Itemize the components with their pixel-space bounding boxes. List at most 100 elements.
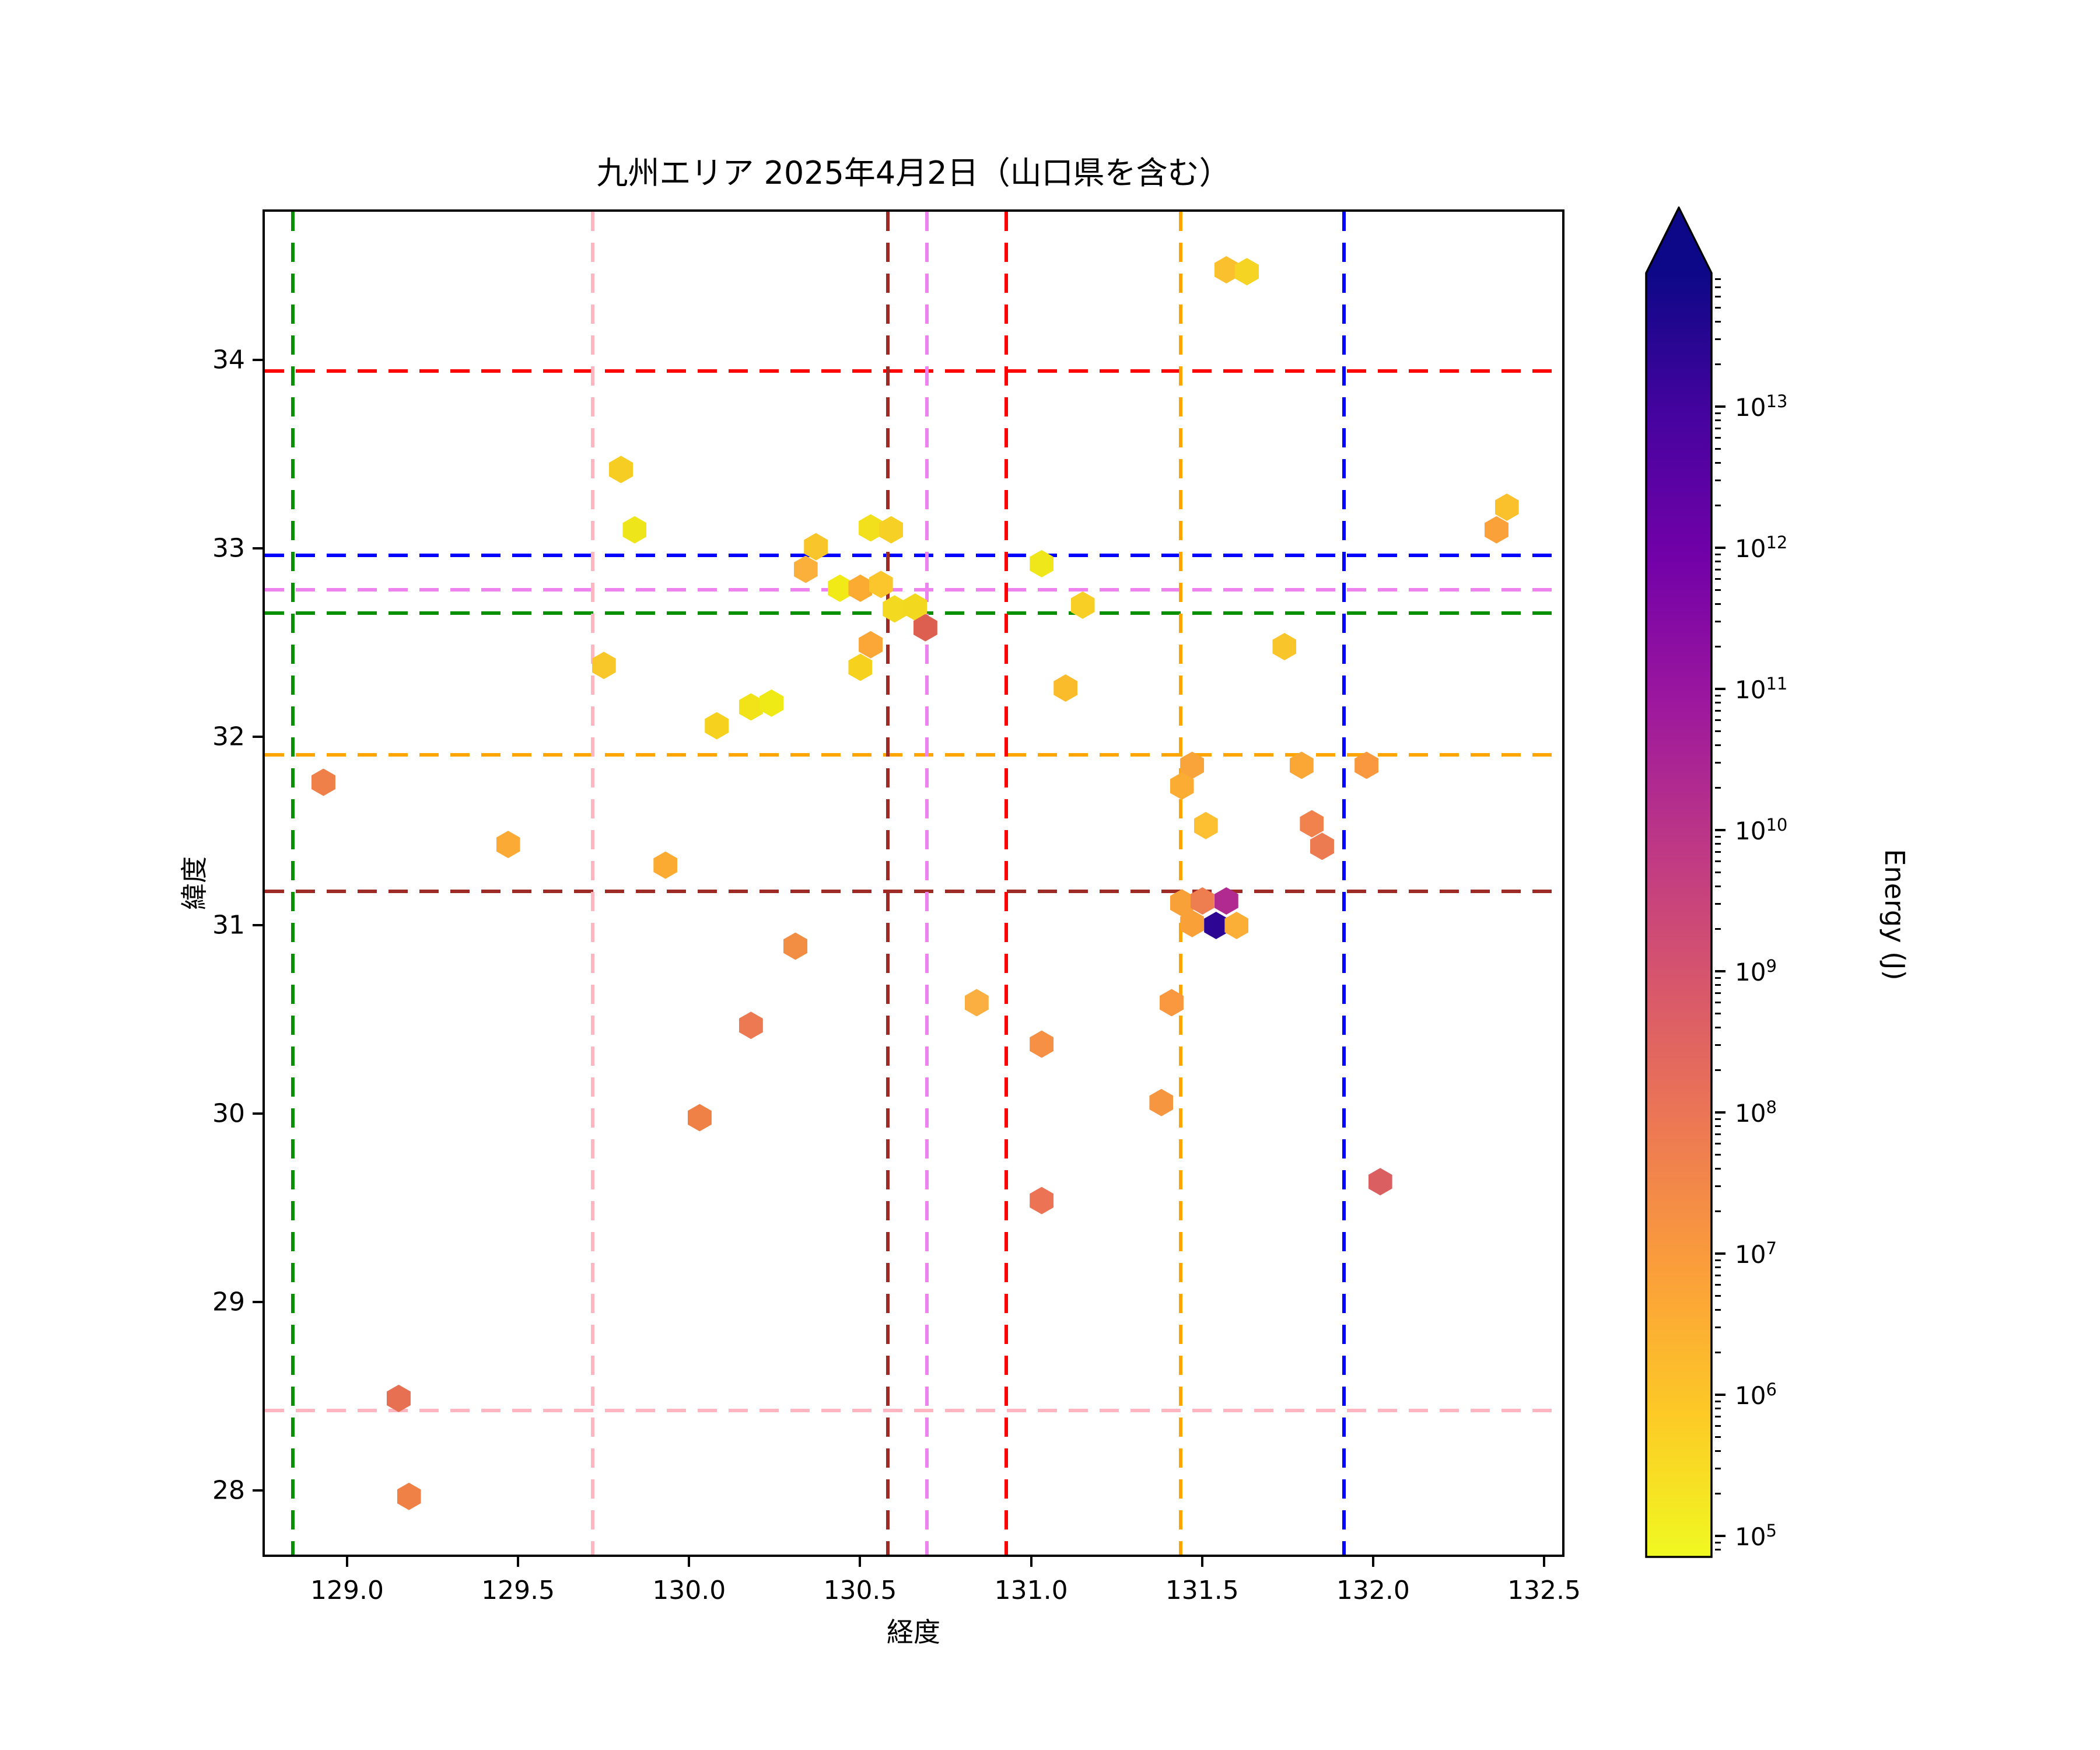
- colorbar-minor-tick: [1715, 928, 1721, 930]
- data-point-hex: [1484, 516, 1508, 544]
- colorbar-minor-tick: [1715, 1154, 1721, 1156]
- x-tick: [1030, 1557, 1032, 1567]
- x-tick: [1200, 1557, 1203, 1567]
- y-tick: [253, 924, 262, 926]
- y-tick: [253, 1112, 262, 1115]
- colorbar-minor-tick: [1715, 709, 1721, 712]
- colorbar-minor-tick: [1715, 568, 1721, 570]
- data-point-hex: [1159, 989, 1184, 1017]
- reference-line-horizontal-blue: [265, 554, 1562, 558]
- x-tick: [688, 1557, 691, 1567]
- plot-area: [262, 209, 1564, 1557]
- data-point-hex: [828, 574, 852, 602]
- colorbar-minor-tick: [1715, 645, 1721, 648]
- colorbar-minor-tick: [1715, 1308, 1721, 1311]
- data-point-hex: [653, 851, 678, 879]
- data-point-hex: [859, 631, 883, 659]
- x-tick-label: 130.0: [652, 1576, 726, 1605]
- colorbar-minor-tick: [1715, 1492, 1721, 1494]
- colorbar-minor-tick: [1715, 419, 1721, 421]
- y-axis-label: 緯度: [178, 856, 210, 910]
- colorbar-major-tick: [1715, 405, 1726, 408]
- colorbar-minor-tick: [1715, 744, 1721, 746]
- colorbar-minor-tick: [1715, 1407, 1721, 1409]
- colorbar-minor-tick: [1715, 872, 1721, 874]
- colorbar-minor-tick: [1715, 560, 1721, 562]
- colorbar-minor-tick: [1715, 1026, 1721, 1028]
- data-point-hex: [1310, 832, 1334, 860]
- colorbar-minor-tick: [1715, 307, 1721, 309]
- data-point-hex: [1214, 256, 1238, 284]
- data-point-hex: [311, 768, 335, 796]
- data-point-hex: [1054, 674, 1078, 702]
- data-point-hex: [783, 932, 808, 960]
- colorbar-minor-tick: [1715, 278, 1721, 280]
- colorbar-minor-tick: [1715, 1468, 1721, 1470]
- colorbar-minor-tick: [1715, 461, 1721, 464]
- reference-line-horizontal-red: [265, 369, 1562, 373]
- x-tick-label: 131.0: [994, 1576, 1068, 1605]
- data-point-hex: [883, 595, 907, 623]
- x-axis-label: 経度: [887, 1616, 940, 1648]
- x-tick-label: 129.5: [481, 1576, 555, 1605]
- x-tick-label: 131.5: [1165, 1576, 1239, 1605]
- colorbar-major-tick: [1715, 829, 1726, 831]
- data-point-hex: [964, 989, 989, 1017]
- data-point-hex: [848, 653, 873, 681]
- data-point-hex: [1070, 591, 1095, 619]
- y-tick-label: 34: [212, 345, 245, 375]
- colorbar-minor-tick: [1715, 1295, 1721, 1297]
- y-tick-label: 28: [212, 1475, 245, 1506]
- colorbar-major-tick: [1715, 1535, 1726, 1537]
- data-point-hex: [1149, 1088, 1174, 1116]
- colorbar-tick-label: 1012: [1735, 533, 1788, 563]
- data-point-hex: [793, 555, 818, 583]
- colorbar-minor-tick: [1715, 427, 1721, 429]
- colorbar-major-tick: [1715, 1111, 1726, 1114]
- data-point-hex: [687, 1104, 712, 1132]
- colorbar-minor-tick: [1715, 1125, 1721, 1127]
- colorbar-minor-tick: [1715, 286, 1721, 288]
- x-tick: [1371, 1557, 1374, 1567]
- y-tick: [253, 359, 262, 361]
- colorbar-minor-tick: [1715, 603, 1721, 605]
- x-tick-label: 132.5: [1507, 1576, 1581, 1605]
- colorbar-minor-tick: [1715, 412, 1721, 414]
- x-tick: [859, 1557, 862, 1567]
- data-point-hex: [592, 652, 616, 680]
- colorbar-minor-tick: [1715, 1167, 1721, 1170]
- reference-line-vertical-violet: [925, 212, 929, 1555]
- data-point-hex: [1234, 258, 1259, 286]
- colorbar-minor-tick: [1715, 694, 1721, 696]
- colorbar-tick-label: 108: [1735, 1097, 1777, 1128]
- y-tick: [253, 1301, 262, 1303]
- reference-line-vertical-red: [1005, 212, 1009, 1555]
- colorbar-minor-tick: [1715, 1259, 1721, 1261]
- colorbar-minor-tick: [1715, 786, 1721, 789]
- data-point-hex: [1368, 1168, 1392, 1196]
- y-tick: [253, 547, 262, 550]
- data-point-hex: [386, 1384, 411, 1412]
- colorbar-minor-tick: [1715, 1118, 1721, 1120]
- colorbar-minor-tick: [1715, 835, 1721, 838]
- data-point-hex: [1194, 811, 1218, 839]
- data-point-hex: [705, 712, 729, 740]
- colorbar-minor-tick: [1715, 1143, 1721, 1145]
- data-point-hex: [804, 533, 828, 561]
- data-point-hex: [1030, 1186, 1054, 1214]
- colorbar: [1645, 206, 1713, 1558]
- data-point-hex: [1272, 632, 1297, 660]
- colorbar-tick-label: 1011: [1735, 674, 1788, 704]
- colorbar-minor-tick: [1715, 437, 1721, 439]
- colorbar-minor-tick: [1715, 320, 1721, 323]
- colorbar-minor-tick: [1715, 762, 1721, 764]
- colorbar-major-tick: [1715, 1252, 1726, 1255]
- data-point-hex: [879, 516, 904, 544]
- colorbar-minor-tick: [1715, 701, 1721, 704]
- colorbar-minor-tick: [1715, 621, 1721, 623]
- colorbar-minor-tick: [1715, 1400, 1721, 1402]
- chart-title: 九州エリア 2025年4月2日（山口県を含む）: [596, 155, 1231, 191]
- colorbar-label: Energy (J): [1879, 849, 1910, 981]
- colorbar-minor-tick: [1715, 850, 1721, 853]
- colorbar-tick-label: 106: [1735, 1380, 1777, 1410]
